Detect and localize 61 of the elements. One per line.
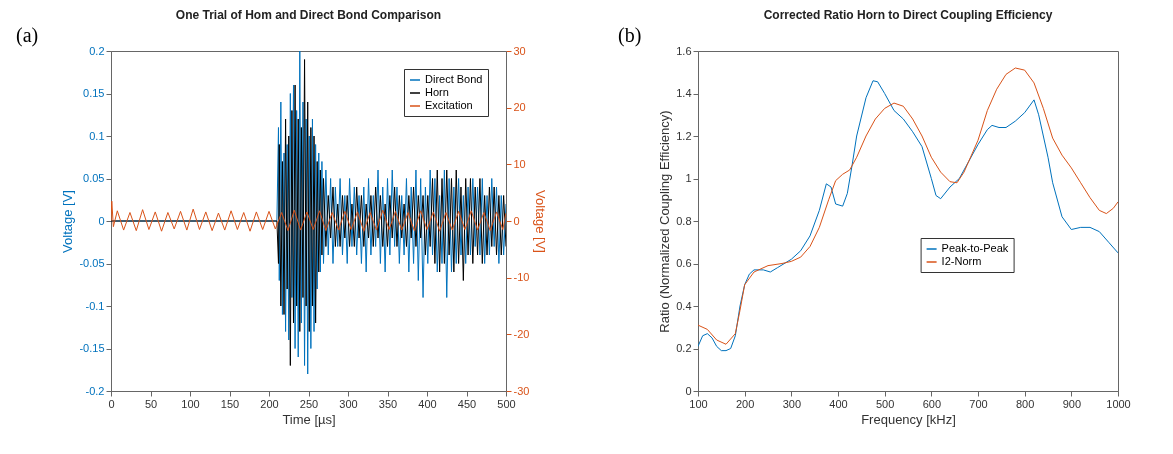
y-tick-label: 0.2 [89, 44, 105, 57]
chart-title: Corrected Ratio Horn to Direct Coupling Efficiency [763, 8, 1053, 22]
legend-label: Excitation [425, 99, 473, 111]
x-tick-label: 250 [299, 397, 319, 410]
legend-label: I2-Norm [941, 255, 982, 267]
y2-tick-label: -10 [513, 271, 530, 284]
y-axis-title: Voltage [V] [60, 190, 76, 253]
line-series [111, 200, 506, 232]
chart-title: One Trial of Hom and Direct Bond Comparison [175, 8, 442, 22]
y-tick-label: 1 [685, 172, 692, 184]
x-tick-label: 400 [829, 397, 848, 410]
y2-axis-title: Voltage [V] [533, 190, 549, 253]
x-tick-label: 200 [735, 397, 755, 410]
y-tick-label: 0 [685, 384, 692, 397]
x-tick-label: 150 [220, 397, 240, 410]
x-tick-label: 900 [1062, 397, 1082, 410]
y-tick-label: 0 [98, 214, 105, 227]
x-axis-title: Frequency [kHz] [861, 411, 956, 427]
y2-tick-label: 30 [513, 44, 526, 57]
y-tick-label: -0.2 [85, 384, 105, 397]
y-tick-label: 0.15 [83, 87, 105, 99]
y-tick-label: 1.6 [676, 44, 692, 57]
y2-tick-label: -30 [513, 384, 530, 397]
x-tick-label: 0 [108, 397, 115, 410]
y-tick-label: 0.8 [676, 214, 692, 227]
y-tick-label: 0.6 [676, 257, 692, 269]
y-tick-label: -0.05 [79, 257, 105, 269]
x-tick-label: 400 [418, 397, 437, 410]
y-tick-label: -0.1 [85, 299, 105, 312]
y-tick-label: 1.2 [676, 129, 692, 142]
x-tick-label: 300 [782, 397, 802, 410]
x-tick-label: 300 [339, 397, 358, 410]
y2-tick-label: 10 [513, 157, 526, 170]
text: (a) [16, 24, 39, 47]
x-axis-title: Time [µs] [282, 411, 336, 427]
y-tick-label: 1.4 [676, 87, 692, 99]
x-tick-label: 1000 [1106, 397, 1131, 410]
x-tick-label: 100 [181, 397, 200, 410]
y-axis-title: Ratio (Normalized Coupling Efficiency) [657, 110, 673, 333]
x-tick-label: 600 [922, 397, 942, 410]
y2-tick-label: 0 [513, 214, 520, 227]
x-tick-label: 500 [875, 397, 895, 410]
legend-label: Peak-to-Peak [941, 242, 1009, 254]
x-tick-label: 200 [260, 397, 279, 410]
y-tick-label: 0.2 [676, 342, 692, 354]
x-tick-label: 500 [497, 397, 516, 410]
x-tick-label: 50 [144, 397, 158, 410]
x-tick-label: 450 [457, 397, 477, 410]
y-tick-label: 0.05 [83, 172, 105, 184]
text: (b) [618, 24, 642, 47]
x-tick-label: 350 [378, 397, 398, 410]
y2-tick-label: -20 [513, 327, 530, 340]
y-tick-label: 0.1 [89, 129, 105, 142]
legend-label: Direct Bond [425, 73, 483, 85]
x-tick-label: 700 [969, 397, 988, 410]
y-tick-label: -0.15 [79, 342, 105, 354]
legend-label: Horn [425, 86, 449, 98]
x-tick-label: 100 [689, 397, 708, 410]
y-tick-label: 0.4 [676, 299, 692, 312]
y2-tick-label: 20 [513, 101, 526, 114]
x-tick-label: 800 [1015, 397, 1035, 410]
